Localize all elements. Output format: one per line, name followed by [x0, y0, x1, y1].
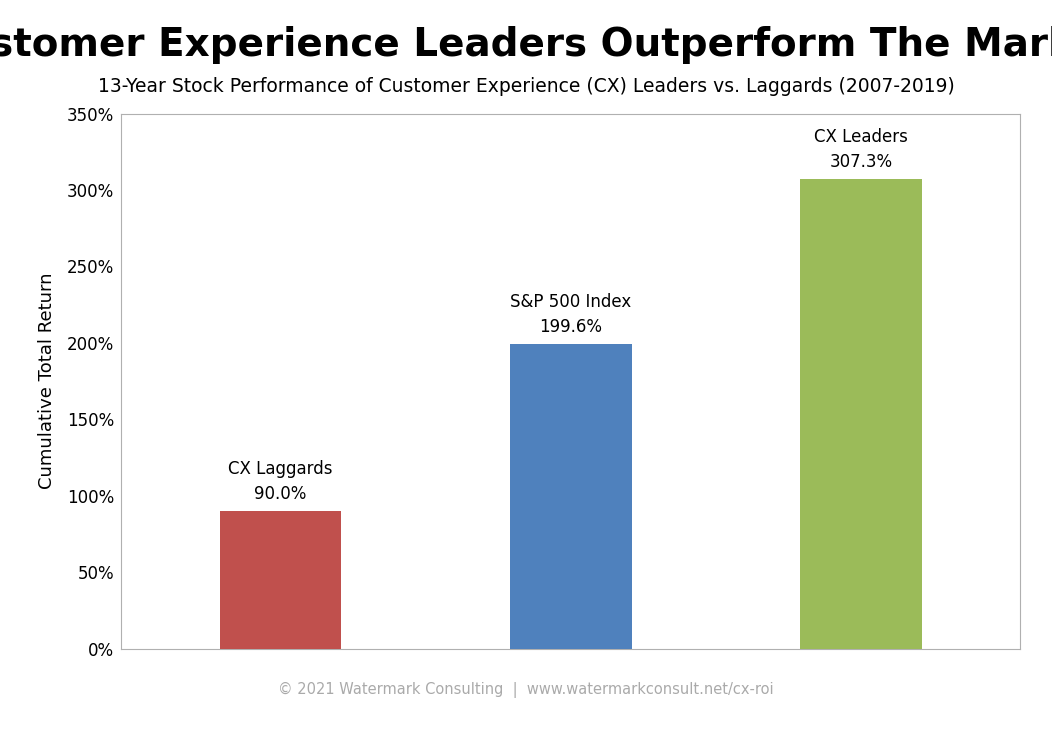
Bar: [800, 179, 922, 649]
Bar: [510, 344, 631, 649]
Text: CX Laggards
90.0%: CX Laggards 90.0%: [228, 460, 332, 504]
Y-axis label: Cumulative Total Return: Cumulative Total Return: [38, 273, 56, 490]
Text: © 2021 Watermark Consulting  |  www.watermarkconsult.net/cx-roi: © 2021 Watermark Consulting | www.waterm…: [278, 682, 774, 698]
Bar: [220, 511, 342, 649]
Text: S&P 500 Index
199.6%: S&P 500 Index 199.6%: [510, 293, 631, 336]
Text: CX Leaders
307.3%: CX Leaders 307.3%: [814, 128, 908, 172]
Text: 13-Year Stock Performance of Customer Experience (CX) Leaders vs. Laggards (2007: 13-Year Stock Performance of Customer Ex…: [98, 77, 954, 96]
Text: Customer Experience Leaders Outperform The Market: Customer Experience Leaders Outperform T…: [0, 26, 1052, 64]
